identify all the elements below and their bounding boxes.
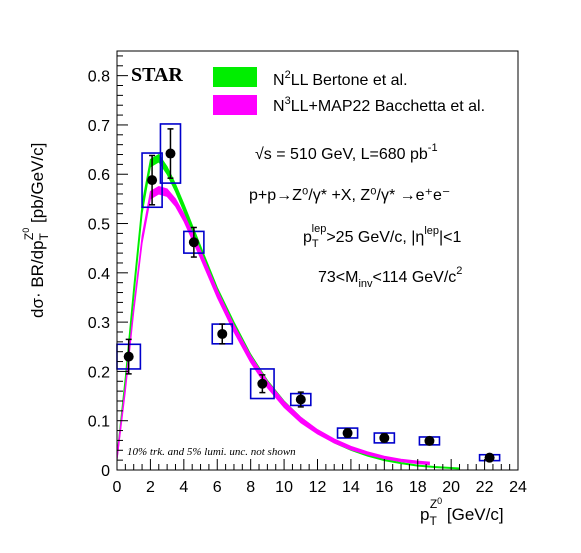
- y-tick-label: 0: [101, 463, 110, 480]
- systematic-box: [249, 368, 275, 400]
- data-points: [116, 123, 501, 463]
- x-tick-label: 6: [213, 479, 222, 496]
- data-point-5: [249, 368, 275, 400]
- x-tick-label: 12: [309, 479, 327, 496]
- x-tick-label: 24: [509, 479, 527, 496]
- data-marker: [424, 435, 435, 446]
- legend-swatch-n3ll: [213, 95, 257, 115]
- data-marker: [257, 378, 268, 389]
- legend-swatch-n2ll: [213, 67, 257, 87]
- data-point-8: [373, 432, 396, 444]
- data-point-7: [336, 427, 359, 439]
- data-point-3: [183, 226, 205, 258]
- experiment-label: STAR: [131, 64, 183, 86]
- y-tick-label: 0.3: [88, 315, 110, 332]
- systematic-box: [159, 123, 182, 184]
- annotation-pt-cut: pTlep>25 GeV/c, |ηlep|<1: [303, 223, 462, 250]
- x-tick-label: 16: [375, 479, 393, 496]
- y-tick-label: 0.4: [88, 266, 110, 283]
- data-marker: [188, 237, 199, 248]
- y-tick-label: 0.6: [88, 167, 110, 184]
- data-marker: [379, 432, 390, 443]
- legend-label-n2ll: N2LL Bertone et al.: [273, 69, 408, 89]
- data-marker: [342, 428, 353, 439]
- x-tick-label: 8: [246, 479, 255, 496]
- y-tick-label: 0.1: [88, 414, 110, 431]
- annotation-mass-cut: 73<Minv<114 GeV/c2: [318, 265, 462, 290]
- data-point-9: [418, 435, 441, 446]
- data-marker: [165, 148, 176, 159]
- x-tick-label: 14: [342, 479, 360, 496]
- annotation-sqrt-s: √s = 510 GeV, L=680 pb-1: [255, 142, 438, 163]
- theory-band-1: [116, 186, 430, 466]
- data-point-4: [211, 323, 234, 345]
- data-point-1: [141, 152, 163, 209]
- footnote: 10% trk. and 5% lumi. unc. not shown: [127, 446, 296, 458]
- data-marker: [147, 175, 158, 186]
- systematic-box: [141, 152, 163, 209]
- legend: N2LL Bertone et al. N3LL+MAP22 Bacchetta…: [213, 67, 485, 115]
- y-axis-ticks: 0 0.1 0.2 0.3 0.4 0.5 0.6 0.7 0.8: [88, 55, 128, 480]
- data-marker: [217, 328, 228, 339]
- x-tick-label: 22: [476, 479, 494, 496]
- data-point-6: [289, 391, 312, 408]
- x-tick-label: 4: [179, 479, 188, 496]
- legend-label-n3ll: N3LL+MAP22 Bacchetta et al.: [273, 95, 485, 115]
- y-tick-label: 0.8: [88, 69, 110, 86]
- y-tick-label: 0.2: [88, 364, 110, 381]
- x-tick-label: 0: [113, 479, 122, 496]
- data-marker: [123, 351, 134, 362]
- y-tick-label: 0.7: [88, 118, 110, 135]
- y-axis-label: dσ· BR/dpTZ0 [pb/GeV/c]: [21, 143, 51, 318]
- y-tick-label: 0.5: [88, 217, 110, 234]
- data-marker: [295, 394, 306, 405]
- x-tick-label: 18: [409, 479, 427, 496]
- x-axis-ticks: 0 2 4 6 8 10 12 14 16 18 20 22 24: [113, 459, 527, 496]
- data-marker: [484, 452, 495, 463]
- x-tick-label: 2: [146, 479, 155, 496]
- x-axis-label: pTZ0 [GeV/c]: [420, 496, 504, 528]
- annotation-process: p+p→Z⁰/γ* +X, Z⁰/γ* →e⁺e⁻: [249, 187, 450, 204]
- x-tick-label: 20: [442, 479, 460, 496]
- data-point-10: [478, 452, 501, 463]
- x-tick-label: 10: [275, 479, 293, 496]
- data-point-2: [159, 123, 182, 184]
